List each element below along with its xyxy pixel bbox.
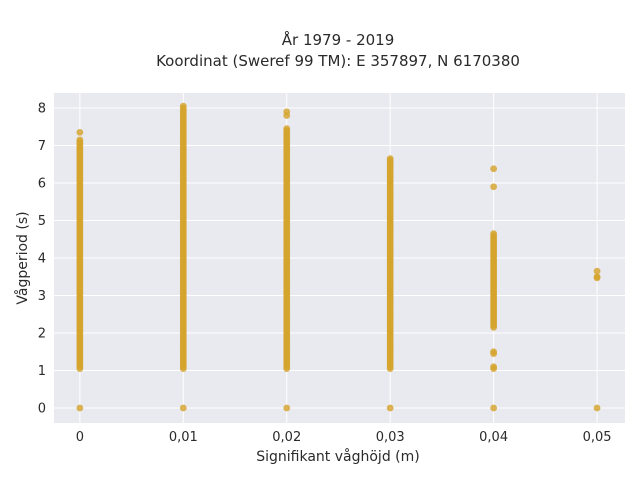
x-tick-label: 0,01 (169, 430, 198, 445)
chart-title-line2: Koordinat (Sweref 99 TM): E 357897, N 61… (156, 52, 520, 70)
y-tick-label: 5 (38, 214, 46, 229)
y-tick-label: 6 (38, 177, 46, 192)
data-point (179, 102, 187, 110)
data-point (490, 348, 498, 356)
x-tick-label: 0,02 (272, 430, 301, 445)
x-tick-label: 0,04 (479, 430, 508, 445)
data-point (490, 404, 498, 412)
data-point (386, 155, 394, 163)
chart-title-line1: År 1979 - 2019 (282, 30, 395, 49)
data-point (76, 136, 84, 144)
y-tick-label: 4 (38, 252, 46, 267)
data-point (490, 363, 498, 371)
x-tick-label: 0,05 (583, 430, 612, 445)
x-tick-label: 0,03 (376, 430, 405, 445)
y-tick-label: 2 (38, 327, 46, 342)
data-point (490, 230, 498, 238)
y-tick-label: 7 (38, 139, 46, 154)
data-point (76, 128, 84, 136)
x-axis-title: Signifikant våghöjd (m) (256, 448, 419, 465)
y-tick-label: 3 (38, 289, 46, 304)
y-tick-label: 8 (38, 102, 46, 117)
data-point (490, 165, 498, 173)
y-axis-title: Vågperiod (s) (14, 211, 31, 304)
data-point (593, 273, 601, 281)
data-point (283, 404, 291, 412)
y-tick-label: 1 (38, 364, 46, 379)
data-points (76, 102, 601, 412)
data-point (593, 404, 601, 412)
data-point (490, 183, 498, 191)
y-tick-labels: 0 1 2 3 4 5 6 7 8 (38, 102, 46, 417)
data-point (179, 404, 187, 412)
data-point (283, 125, 291, 133)
data-point (386, 404, 394, 412)
x-tick-label: 0 (76, 430, 84, 445)
data-point (76, 404, 84, 412)
data-point (283, 108, 291, 116)
y-tick-label: 0 (38, 402, 46, 417)
x-tick-labels: 0 0,01 0,02 0,03 0,04 0,05 (76, 430, 612, 445)
data-point (593, 267, 601, 275)
